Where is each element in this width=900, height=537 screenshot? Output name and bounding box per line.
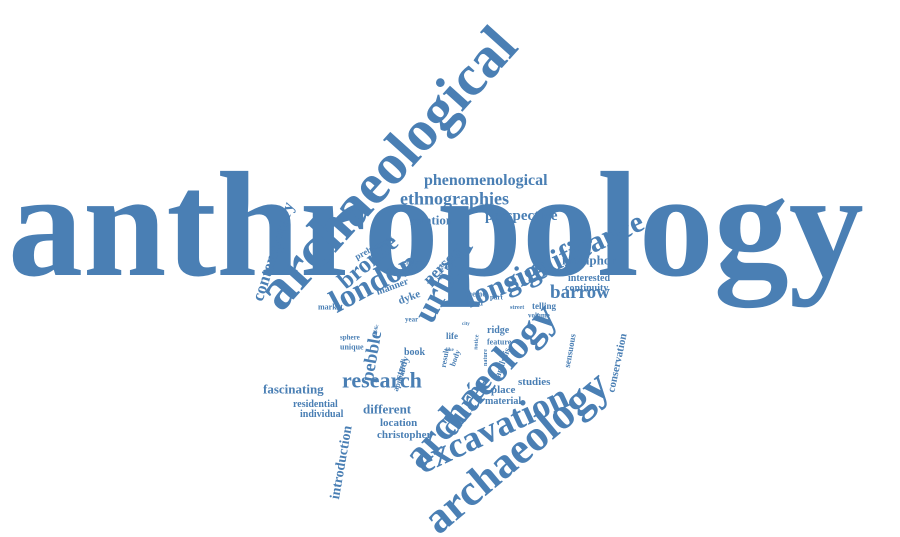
word-life: life: [446, 330, 458, 341]
word-notice: notice: [473, 334, 481, 351]
word-market: market: [318, 302, 343, 312]
word-like: like: [446, 348, 454, 353]
word-volume: volume: [528, 311, 550, 320]
word-different: different: [363, 401, 412, 417]
word-relation: relation: [410, 212, 454, 228]
word-street: street: [510, 305, 525, 312]
word-research: research: [342, 367, 422, 393]
word-material: material: [485, 396, 522, 407]
word-england: england: [403, 258, 427, 267]
word-barrow: barrow: [550, 281, 610, 303]
word-phenomenological: phenomenological: [424, 172, 548, 190]
word-residential: residential: [293, 399, 338, 410]
word-location: location: [380, 417, 418, 430]
word-ridge: ridge: [487, 325, 510, 336]
word-part: part: [490, 293, 503, 302]
word-conservation: conservation: [605, 332, 630, 394]
word-unique: unique: [340, 342, 364, 352]
word-year: year: [405, 315, 419, 324]
word-sensuous: sensuous: [561, 333, 578, 369]
word-theme: theme: [465, 289, 486, 299]
word-anthropology: anthropology: [8, 142, 864, 308]
word-introduction: introduction: [327, 424, 356, 501]
word-nature: nature: [483, 349, 490, 366]
word-mind: mind: [465, 298, 483, 308]
word-fascinating: fascinating: [263, 381, 324, 397]
word-sphere: sphere: [340, 333, 360, 342]
word-book: book: [404, 347, 426, 358]
word-ethnographies: ethnographies: [400, 188, 510, 209]
word-perspective: perspective: [485, 208, 558, 224]
word-studies: studies: [518, 376, 551, 389]
word-continuity: continuity: [565, 283, 609, 294]
word-feature: feature: [487, 337, 512, 347]
word-interested: interested: [568, 273, 611, 284]
word-individual: individual: [300, 409, 344, 420]
word-christopher: christopher: [377, 429, 432, 442]
word-city: city: [462, 322, 470, 327]
word-telling: telling: [532, 300, 556, 311]
word-place: place: [491, 384, 516, 397]
word-metaphor: metaphor: [562, 252, 617, 268]
